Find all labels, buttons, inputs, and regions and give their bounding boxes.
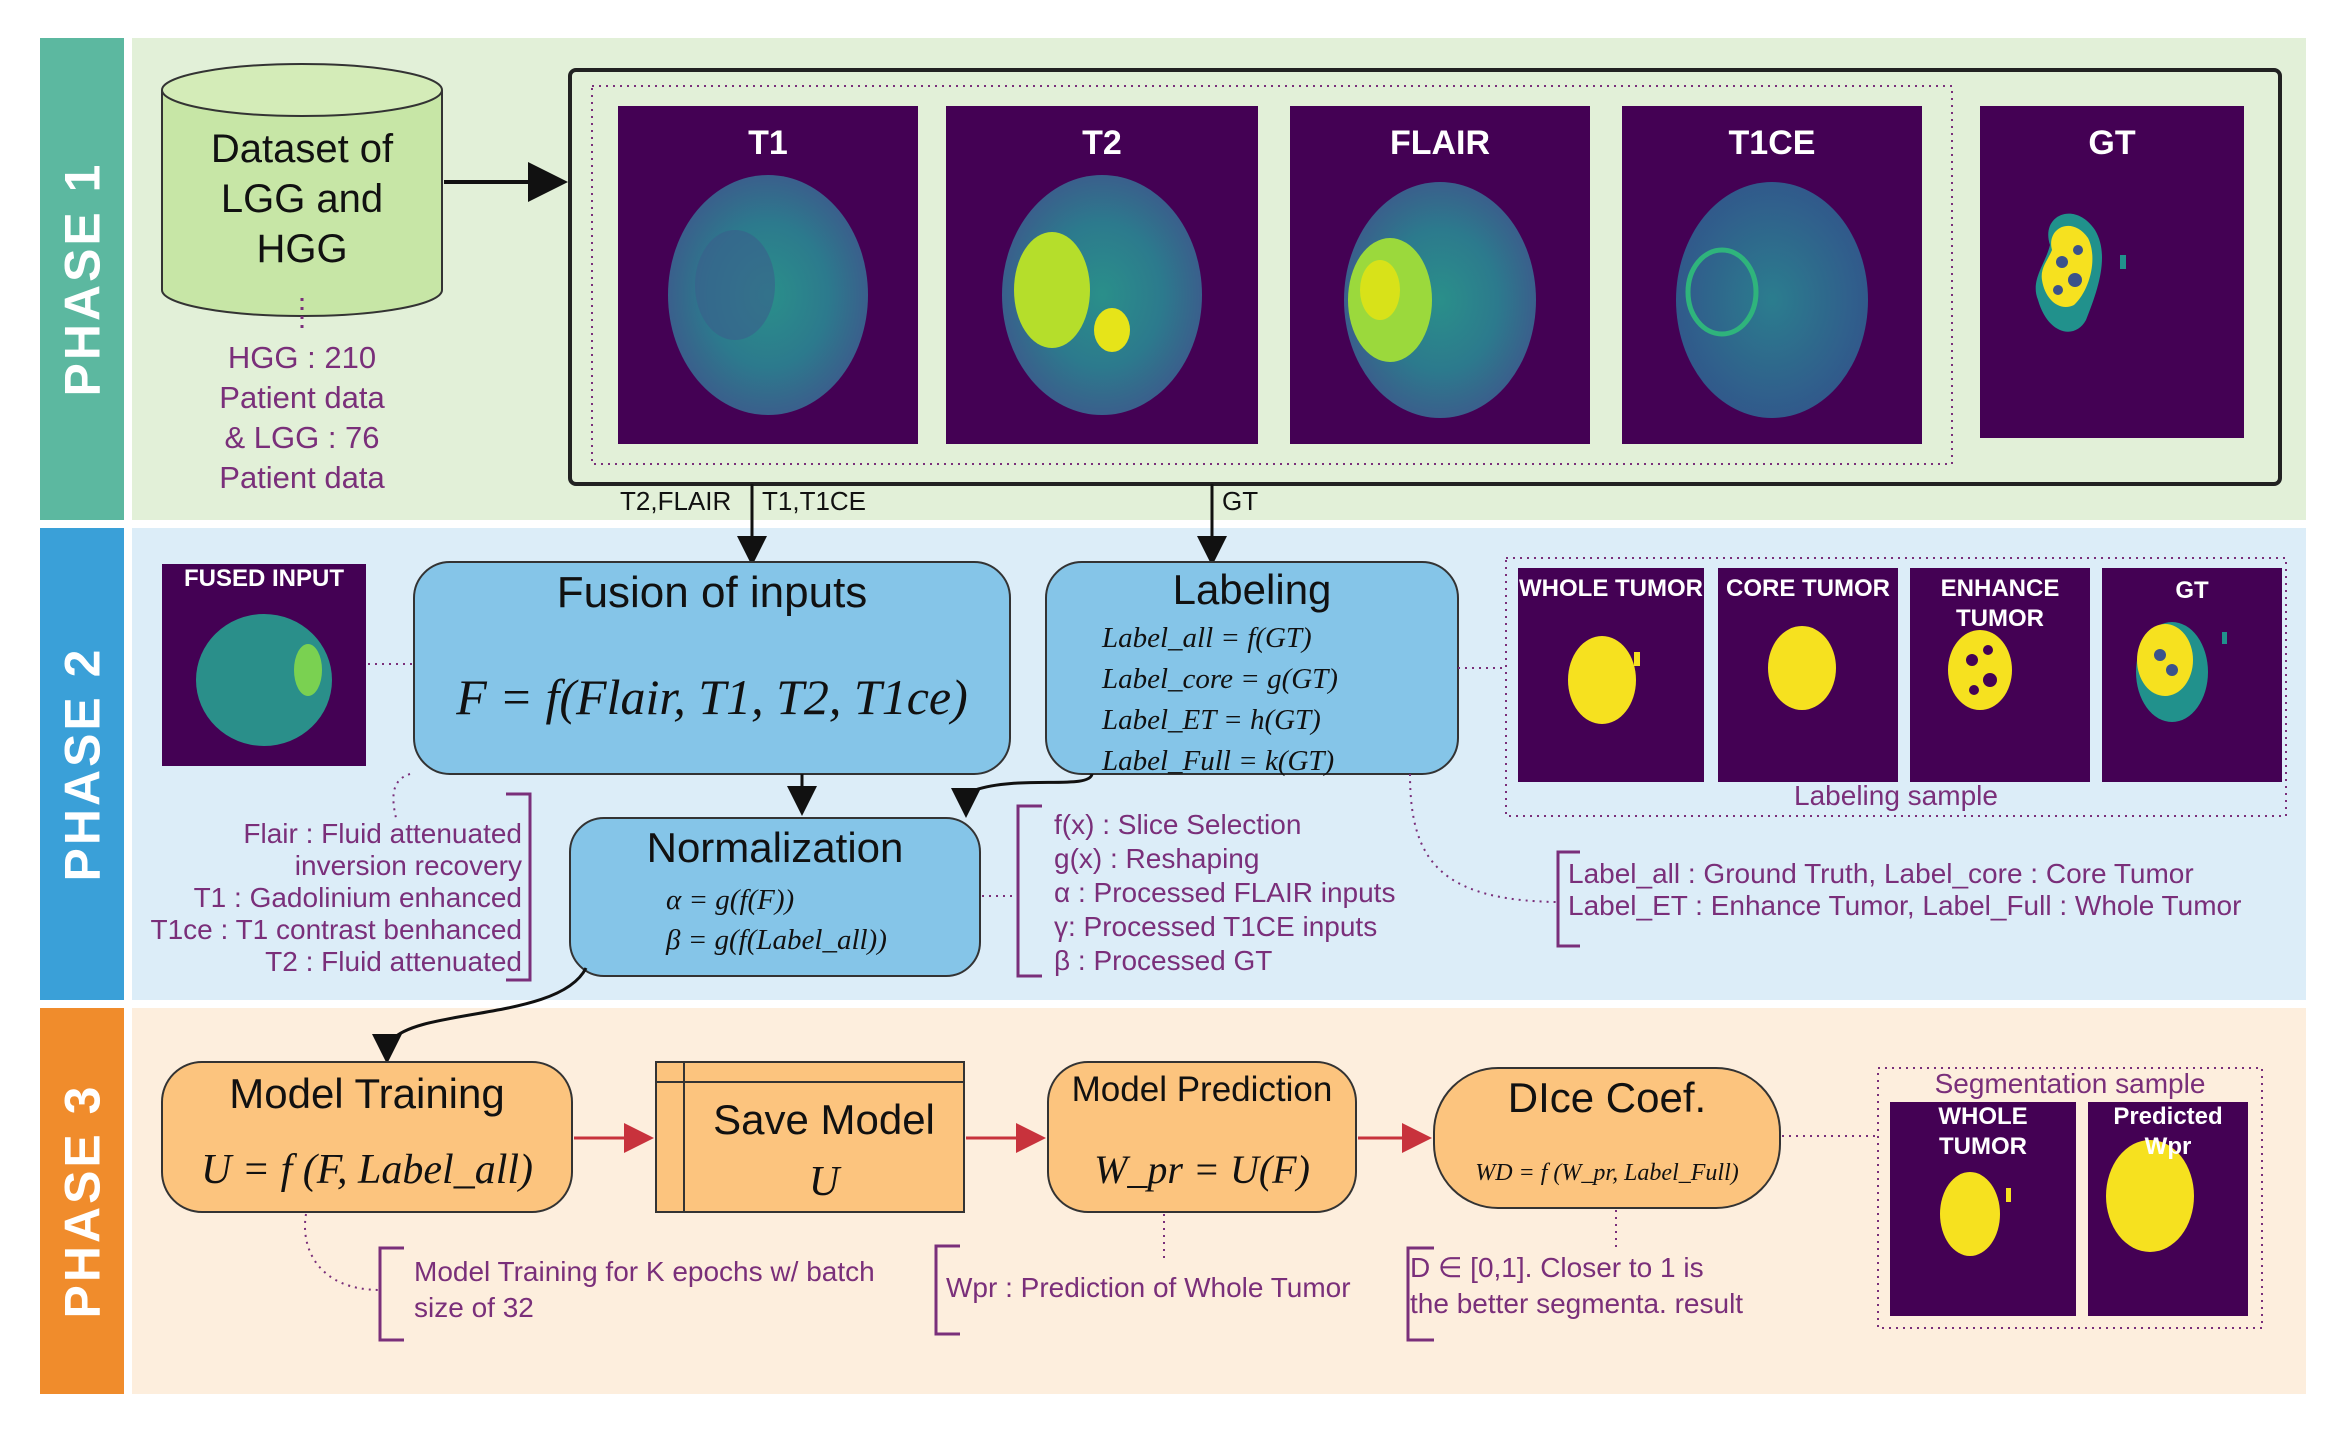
phase3-label: PHASE 3: [54, 1083, 110, 1319]
phase1-tab: [40, 38, 124, 520]
core-tumor-sample: CORE TUMOR: [1726, 575, 1890, 602]
phase2-tab: [40, 528, 124, 1000]
dice-formula: WD = f (W_pr, Label_Full): [1475, 1160, 1739, 1186]
dice-note: D ∈ [0,1]. Closer to 1 is the better seg…: [1410, 1252, 1744, 1319]
prediction-title: Model Prediction: [1071, 1070, 1333, 1109]
labeling-title: Labeling: [1172, 566, 1332, 613]
whole-tumor-sample: WHOLE TUMOR: [1519, 575, 1703, 602]
phase1-label: PHASE 1: [54, 161, 110, 397]
model-prediction-box: Model Prediction W_pr = U(F): [1048, 1062, 1356, 1212]
labeling-box: Labeling Label_all = f(GT) Label_core = …: [1046, 562, 1458, 777]
training-formula: U = f (F, Label_all): [200, 1147, 534, 1193]
t1-image: T1: [748, 124, 788, 162]
dataset-line: Dataset of: [210, 127, 394, 171]
normalization-title: Normalization: [646, 824, 904, 871]
dataset-line: LGG and: [220, 177, 384, 221]
dice-title: DIce Coef.: [1507, 1074, 1707, 1121]
modality-container: [568, 68, 2282, 486]
label-notes: Label_all : Ground Truth, Label_core : C…: [1568, 858, 2242, 921]
prediction-note: Wpr : Prediction of Whole Tumor: [946, 1272, 1351, 1303]
normalization-box-bg: [569, 817, 981, 977]
dice-coef-box: DIce Coef. WD = f (W_pr, Label_Full): [1434, 1068, 1780, 1208]
gt-sample: GT: [2175, 577, 2209, 604]
fusion-box-bg: [413, 561, 1011, 775]
normalization-box: Normalization α = g(f(F)) β = g(f(Label_…: [570, 818, 980, 976]
gt-image: GT: [2088, 124, 2136, 162]
seg-predicted-image: Predicted Wpr: [2113, 1103, 2223, 1160]
fusion-formula: F = f(Flair, T1, T2, T1ce): [456, 669, 968, 725]
enhance-tumor-sample: ENHANCE TUMOR: [1940, 575, 2060, 632]
fusion-box: Fusion of inputs F = f(Flair, T1, T2, T1…: [414, 562, 1010, 774]
dataset-line: HGG: [256, 227, 348, 271]
dataset-note: HGG : 210 Patient data & LGG : 76 Patien…: [219, 340, 385, 495]
fused-input-image: FUSED INPUT: [183, 565, 344, 592]
function-notes: f(x) : Slice Selection g(x) : Reshaping …: [1054, 809, 1396, 976]
arrow-label-t2-flair: T2,FLAIR: [620, 486, 732, 516]
normalization-formulas: α = g(f(F)) β = g(f(Label_all)): [666, 884, 887, 956]
arrow-label-t1-t1ce: T1,T1CE: [762, 486, 867, 516]
arrow-label-gt: GT: [1222, 486, 1259, 516]
phase2-label: PHASE 2: [54, 646, 110, 882]
model-training-box: Model Training U = f (F, Label_all): [162, 1062, 572, 1212]
save-model-formula: U: [808, 1159, 840, 1205]
prediction-formula: W_pr = U(F): [1094, 1147, 1310, 1192]
phase3-tab: [40, 1008, 124, 1394]
flair-image: FLAIR: [1389, 124, 1491, 162]
modality-notes: Flair : Fluid attenuated inversion recov…: [150, 818, 523, 977]
dataset-label: Dataset of LGG and HGG: [162, 124, 442, 274]
training-note: Model Training for K epochs w/ batch siz…: [414, 1256, 875, 1323]
t2-image: T2: [1082, 124, 1122, 162]
training-title: Model Training: [229, 1070, 505, 1117]
seg-whole-tumor-image: WHOLE TUMOR: [1938, 1103, 2028, 1160]
segmentation-caption: Segmentation sample: [1934, 1068, 2206, 1099]
save-model-box: Save Model U: [684, 1082, 964, 1212]
labeling-formulas: Label_all = f(GT) Label_core = g(GT) Lab…: [1102, 622, 1338, 777]
save-model-title: Save Model: [713, 1096, 935, 1143]
dataset-cylinder: [161, 63, 443, 317]
t1ce-image: T1CE: [1728, 124, 1816, 162]
fusion-title: Fusion of inputs: [556, 568, 868, 617]
labeling-sample-caption: Labeling sample: [1794, 780, 1998, 811]
